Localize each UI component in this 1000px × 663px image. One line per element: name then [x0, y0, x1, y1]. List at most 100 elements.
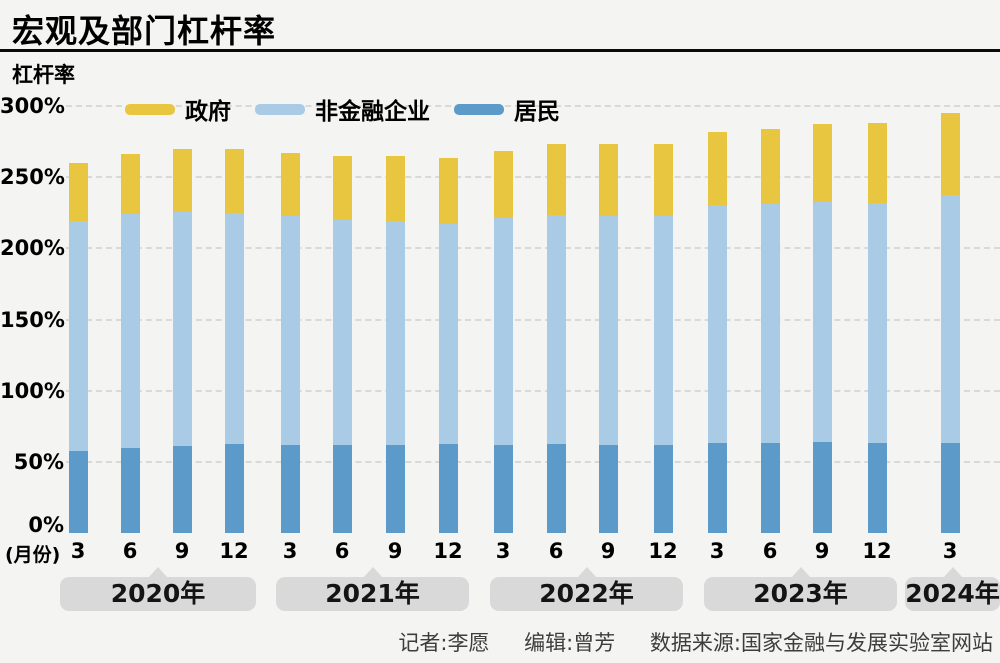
y-tick-150: 150%: [0, 307, 65, 332]
bar-segment-government: [494, 150, 513, 219]
legend-item-nfc: 非金融企业: [255, 92, 430, 126]
credits: 记者:李愿 编辑:曾芳 数据来源:国家金融与发展实验室网站: [398, 627, 993, 657]
bar-segment-residents: [868, 442, 887, 533]
gridline-150: [66, 318, 1000, 321]
x-tick-month: 9: [174, 539, 190, 563]
year-band-2023年: 2023年: [704, 577, 897, 611]
bar-segment-residents: [121, 448, 140, 533]
credit-source: 数据来源:国家金融与发展实验室网站: [649, 631, 993, 655]
bar-segment-nfc: [761, 203, 780, 443]
bar-segment-government: [813, 123, 832, 202]
x-tick-month: 3: [495, 539, 511, 563]
y-tick-0: 0%: [28, 513, 64, 537]
bar-segment-nfc: [333, 219, 352, 445]
bar-segment-nfc: [439, 224, 458, 445]
bar-segment-nfc: [494, 218, 513, 445]
bar-segment-residents: [654, 444, 673, 533]
gridline-100: [66, 389, 1000, 392]
bar-segment-residents: [281, 444, 300, 533]
year-band-2022年: 2022年: [490, 577, 683, 611]
bar-segment-nfc: [813, 201, 832, 443]
y-tick-300: 300%: [0, 94, 65, 118]
legend-swatch-residents: [454, 103, 504, 115]
bar-segment-nfc: [708, 205, 727, 443]
bar-segment-government: [173, 148, 192, 213]
x-tick-month: 12: [648, 539, 678, 563]
gridline-200: [66, 247, 1000, 250]
credit-reporter: 记者:李愿: [398, 631, 490, 655]
bar-segment-nfc: [599, 215, 618, 445]
y-axis-title: 杠杆率: [12, 63, 75, 87]
x-tick-month: 3: [942, 539, 958, 563]
bar-segment-residents: [547, 444, 566, 533]
gridline-250: [66, 176, 1000, 179]
page-title: 宏观及部门杠杆率: [12, 12, 277, 50]
year-label: 2024年: [905, 579, 1000, 608]
bar-segment-nfc: [386, 220, 405, 445]
year-band-2021年: 2021年: [276, 577, 469, 611]
x-tick-month: 9: [600, 539, 616, 563]
gridline-300: [66, 105, 1000, 107]
bar-segment-government: [599, 144, 618, 216]
x-tick-month: 6: [122, 539, 138, 563]
bar-segment-nfc: [281, 216, 300, 445]
year-band-pointer: [148, 567, 168, 578]
bar-segment-government: [333, 156, 352, 220]
bar-segment-nfc: [547, 214, 566, 445]
x-tick-month: 12: [433, 539, 463, 563]
bar-segment-residents: [813, 442, 832, 533]
bar-segment-nfc: [69, 221, 88, 451]
bar-segment-nfc: [173, 212, 192, 446]
legend-swatch-government: [125, 103, 175, 115]
bar-segment-nfc: [941, 194, 960, 443]
year-label: 2023年: [753, 579, 848, 608]
bar-segment-residents: [225, 444, 244, 533]
year-band-pointer: [576, 567, 597, 578]
bar-segment-residents: [69, 450, 88, 533]
x-tick-month: 6: [548, 539, 564, 563]
bar-segment-nfc: [121, 214, 140, 448]
legend-label-nfc: 非金融企业: [315, 99, 430, 125]
bar-segment-residents: [599, 444, 618, 533]
bar-segment-residents: [173, 445, 192, 533]
bar-segment-residents: [708, 442, 727, 533]
credit-editor: 编辑:曾芳: [524, 631, 616, 655]
x-tick-month: 3: [282, 539, 298, 563]
bar-segment-government: [439, 157, 458, 225]
bar-segment-residents: [941, 442, 960, 533]
bar-segment-government: [69, 162, 88, 222]
year-label: 2021年: [325, 579, 420, 608]
y-tick-100: 100%: [0, 378, 65, 403]
legend-label-government: 政府: [185, 99, 231, 125]
x-tick-month: 12: [219, 539, 249, 563]
legend-swatch-nfc: [255, 103, 305, 115]
bar-segment-residents: [386, 444, 405, 533]
year-band-pointer: [362, 567, 383, 578]
y-tick-250: 250%: [0, 165, 65, 190]
year-band-pointer: [942, 567, 963, 578]
bar-segment-residents: [494, 444, 513, 533]
bar-segment-government: [225, 148, 244, 214]
legend: 政府 非金融企业 居民: [125, 92, 560, 126]
bar-segment-government: [654, 144, 673, 216]
x-tick-month: 12: [862, 539, 892, 563]
bar-segment-residents: [439, 444, 458, 533]
bar-segment-government: [868, 123, 887, 203]
bar-segment-government: [761, 128, 780, 204]
x-tick-month: 6: [762, 539, 778, 563]
gridline-50: [66, 460, 1000, 463]
x-axis-unit-label: (月份): [5, 544, 61, 566]
year-band-pointer: [790, 567, 811, 578]
x-tick-month: 9: [387, 539, 403, 563]
legend-item-residents: 居民: [454, 92, 560, 126]
y-tick-50: 50%: [13, 449, 64, 474]
bar-segment-government: [121, 153, 140, 215]
bar-segment-government: [386, 156, 405, 221]
bar-segment-nfc: [225, 213, 244, 445]
year-band-2024年: 2024年: [905, 577, 1000, 611]
year-label: 2020年: [110, 579, 206, 608]
legend-item-government: 政府: [125, 92, 231, 126]
bar-segment-government: [281, 153, 300, 217]
bar-segment-government: [708, 131, 727, 206]
